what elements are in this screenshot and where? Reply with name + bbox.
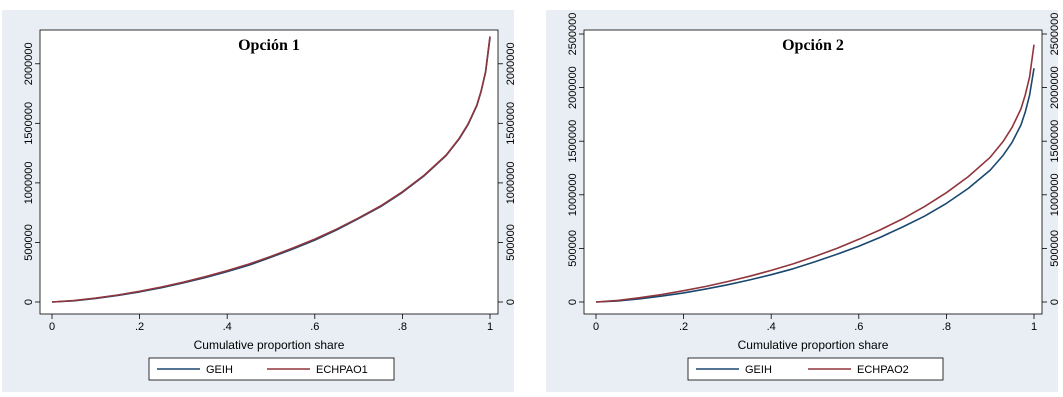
y-tick-label-right: 500000 [1049, 230, 1058, 267]
series-line-geih [595, 68, 1035, 303]
y-tick-label-left: 1000000 [23, 161, 35, 204]
y-tick-label-left: 500000 [23, 224, 35, 261]
plot-area [583, 29, 1043, 315]
legend-label-geih: GEIH [206, 364, 233, 376]
y-tick-label-right: 2000000 [505, 42, 514, 85]
legend-label-geih: GEIH [745, 364, 772, 376]
x-tick-label: .6 [310, 321, 319, 333]
y-tick-label-right: 0 [505, 299, 514, 305]
y-tick-label-left: 2000000 [567, 66, 579, 109]
legend-label-echpao1: ECHPAO1 [316, 364, 368, 376]
x-axis-label: Cumulative proportion share [738, 338, 889, 352]
x-tick-label: .4 [223, 321, 232, 333]
y-tick-label-right: 1500000 [505, 102, 514, 145]
y-tick-label-right: 0 [1049, 299, 1058, 305]
y-tick-label-left: 0 [567, 299, 579, 305]
x-tick-label: 0 [49, 321, 55, 333]
series-line-echpao2 [595, 44, 1035, 303]
chart-panel-opcion-1: Opción 1 0 .2 .4 .6 .8 1 0 0 500000 500000 1000000… [2, 10, 517, 392]
y-tick-label-right: 2000000 [1049, 66, 1058, 109]
x-tick-label: .6 [854, 321, 863, 333]
chart-title: Opción 1 [238, 37, 300, 54]
x-axis-label: Cumulative proportion share [194, 338, 345, 352]
x-tick-label: .8 [942, 321, 951, 333]
y-tick-label-left: 500000 [567, 230, 579, 267]
legend: GEIH ECHPAO2 [687, 357, 944, 381]
y-tick-label-right: 2500000 [1049, 13, 1058, 56]
series-line-echpao1 [51, 36, 491, 303]
clipped-heading-fragment [650, 0, 970, 10]
legend-label-echpao2: ECHPAO2 [857, 364, 909, 376]
chart-opcion-2: Opción 2 0 .2 .4 .6 .8 1 0 0 500000 500000 1000000… [567, 13, 1061, 381]
chart-title: Opción 2 [782, 37, 844, 54]
x-tick-label: .8 [398, 321, 407, 333]
y-tick-label-right: 1000000 [1049, 173, 1058, 216]
y-tick-label-left: 1500000 [567, 120, 579, 163]
y-tick-label-left: 2500000 [567, 13, 579, 56]
x-tick-label: 1 [487, 321, 493, 333]
plot-area [39, 29, 499, 315]
x-tick-label: .2 [135, 321, 144, 333]
y-tick-label-left: 1500000 [23, 102, 35, 145]
legend: GEIH ECHPAO1 [148, 357, 395, 381]
x-tick-label: 0 [593, 321, 599, 333]
x-tick-label: 1 [1031, 321, 1037, 333]
y-tick-label-left: 1000000 [567, 173, 579, 216]
y-tick-label-right: 1500000 [1049, 120, 1058, 163]
chart-opcion-1: Opción 1 0 .2 .4 .6 .8 1 0 0 500000 500000 1000000… [23, 29, 517, 381]
y-tick-label-right: 500000 [505, 224, 514, 261]
y-tick-label-left: 0 [23, 299, 35, 305]
chart-panel-opcion-2: Opción 2 0 .2 .4 .6 .8 1 0 0 500000 500000 1000000… [546, 10, 1061, 392]
x-tick-label: .4 [767, 321, 776, 333]
x-tick-label: .2 [679, 321, 688, 333]
y-tick-label-left: 2000000 [23, 42, 35, 85]
y-tick-label-right: 1000000 [505, 161, 514, 204]
